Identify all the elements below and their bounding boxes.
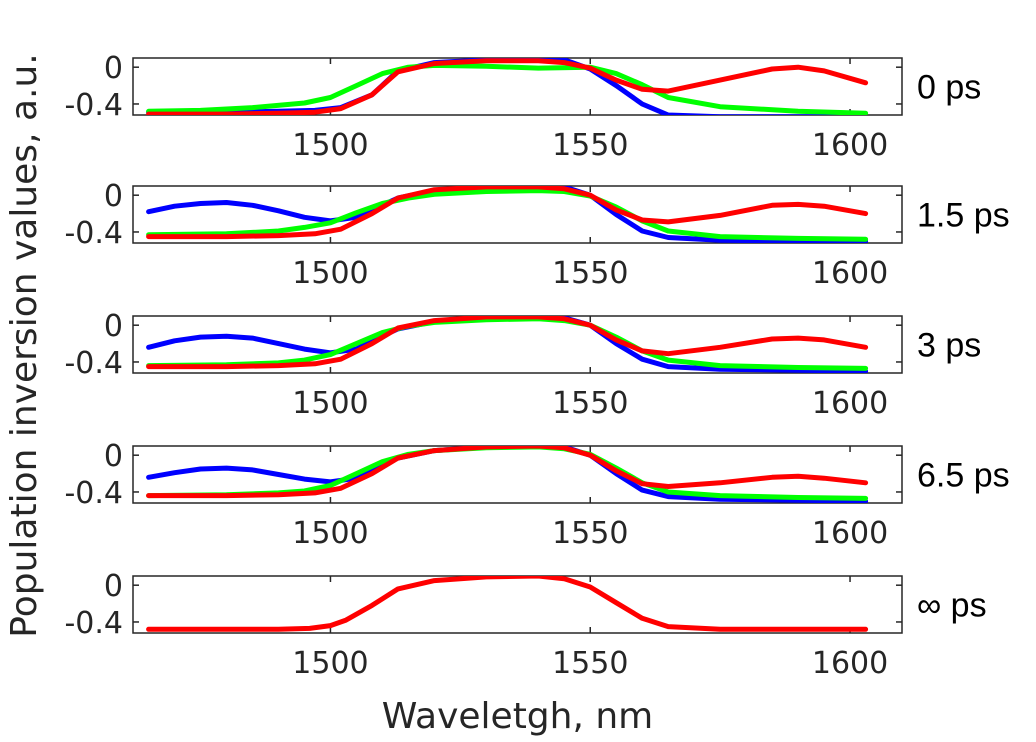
y-tick-label: -0.4 bbox=[64, 476, 123, 511]
x-tick-label: 1600 bbox=[812, 516, 888, 551]
y-tick-label: 0 bbox=[104, 439, 123, 474]
x-tick-label: 1600 bbox=[812, 256, 888, 291]
y-tick-label: 0 bbox=[104, 179, 123, 214]
y-tick-label: -0.4 bbox=[64, 606, 123, 641]
panel-time-label: 0 ps bbox=[917, 69, 981, 107]
x-tick-label: 1550 bbox=[552, 128, 628, 163]
y-tick-label: -0.4 bbox=[64, 88, 123, 123]
y-tick-label: -0.4 bbox=[64, 346, 123, 381]
y-axis-label: Population inversion values, a.u. bbox=[4, 53, 45, 637]
series-group bbox=[146, 446, 869, 503]
x-tick-label: 1550 bbox=[552, 516, 628, 551]
panel-time-label: 1.5 ps bbox=[917, 197, 1010, 235]
series-group bbox=[146, 58, 869, 115]
series-line bbox=[146, 62, 869, 115]
series-line bbox=[146, 186, 869, 240]
x-tick-label: 1600 bbox=[812, 386, 888, 421]
x-tick-label: 1500 bbox=[292, 386, 368, 421]
series-group bbox=[146, 576, 869, 632]
y-tick-label: 0 bbox=[104, 51, 123, 86]
y-tick-label: 0 bbox=[104, 569, 123, 604]
series-line bbox=[146, 188, 869, 242]
y-tick-label: -0.4 bbox=[64, 216, 123, 251]
subplot-panel: 1500 1550 1600 0-0.4 0 ps bbox=[64, 51, 981, 163]
x-axis-label: Waveletgh, nm bbox=[382, 696, 654, 737]
axes-frame bbox=[132, 575, 903, 634]
series-group bbox=[146, 316, 869, 373]
panel-time-label: 6.5 ps bbox=[917, 457, 1010, 495]
series-line bbox=[146, 316, 869, 371]
x-tick-label: 1600 bbox=[812, 128, 888, 163]
x-tick-label: 1500 bbox=[292, 646, 368, 681]
panel-time-label: ∞ ps bbox=[917, 587, 987, 625]
series-line bbox=[146, 446, 869, 499]
y-tick-label: 0 bbox=[104, 309, 123, 344]
x-tick-label: 1550 bbox=[552, 256, 628, 291]
series-group bbox=[146, 186, 869, 243]
x-tick-label: 1550 bbox=[552, 386, 628, 421]
panel-time-label: 3 ps bbox=[917, 327, 981, 365]
subplot-panel: 1500 1550 1600 0-0.4 ∞ ps bbox=[64, 569, 986, 681]
subplot-panel: 1500 1550 1600 0-0.4 1.5 ps bbox=[64, 179, 1009, 291]
subplot-panel: 1500 1550 1600 0-0.4 6.5 ps bbox=[64, 439, 1009, 551]
x-tick-label: 1500 bbox=[292, 128, 368, 163]
x-tick-label: 1600 bbox=[812, 646, 888, 681]
x-tick-label: 1500 bbox=[292, 256, 368, 291]
x-tick-label: 1500 bbox=[292, 516, 368, 551]
subplot-panel: 1500 1550 1600 0-0.4 3 ps bbox=[64, 309, 981, 421]
x-tick-label: 1550 bbox=[552, 646, 628, 681]
series-line bbox=[146, 576, 869, 632]
series-line bbox=[146, 316, 869, 370]
series-line bbox=[146, 58, 869, 115]
